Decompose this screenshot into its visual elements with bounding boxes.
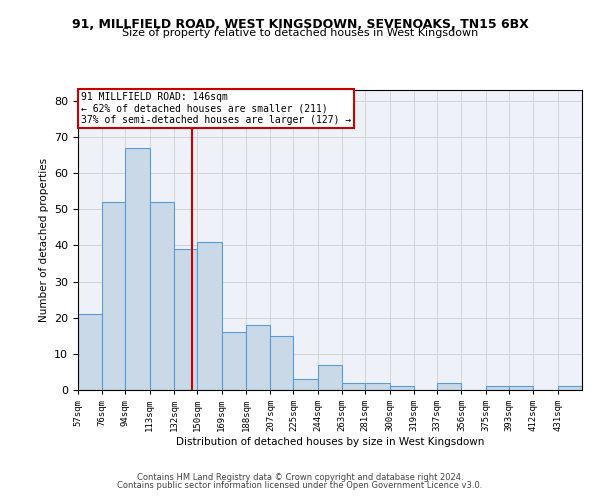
Bar: [293, 379, 318, 390]
Bar: [197, 242, 221, 390]
Bar: [365, 383, 389, 390]
Bar: [271, 336, 293, 390]
Text: Contains HM Land Registry data © Crown copyright and database right 2024.: Contains HM Land Registry data © Crown c…: [137, 472, 463, 482]
Bar: [318, 364, 342, 390]
Bar: [509, 386, 533, 390]
Text: Contains public sector information licensed under the Open Government Licence v3: Contains public sector information licen…: [118, 481, 482, 490]
Bar: [389, 386, 414, 390]
Y-axis label: Number of detached properties: Number of detached properties: [38, 158, 49, 322]
Text: 91 MILLFIELD ROAD: 146sqm
← 62% of detached houses are smaller (211)
37% of semi: 91 MILLFIELD ROAD: 146sqm ← 62% of detac…: [80, 92, 351, 124]
Bar: [103, 202, 125, 390]
Bar: [342, 383, 365, 390]
Bar: [221, 332, 246, 390]
Bar: [78, 314, 103, 390]
Bar: [437, 383, 461, 390]
X-axis label: Distribution of detached houses by size in West Kingsdown: Distribution of detached houses by size …: [176, 437, 484, 447]
Bar: [486, 386, 509, 390]
Bar: [125, 148, 150, 390]
Bar: [246, 325, 271, 390]
Bar: [557, 386, 582, 390]
Bar: [174, 249, 197, 390]
Text: Size of property relative to detached houses in West Kingsdown: Size of property relative to detached ho…: [122, 28, 478, 38]
Text: 91, MILLFIELD ROAD, WEST KINGSDOWN, SEVENOAKS, TN15 6BX: 91, MILLFIELD ROAD, WEST KINGSDOWN, SEVE…: [71, 18, 529, 30]
Bar: [150, 202, 174, 390]
